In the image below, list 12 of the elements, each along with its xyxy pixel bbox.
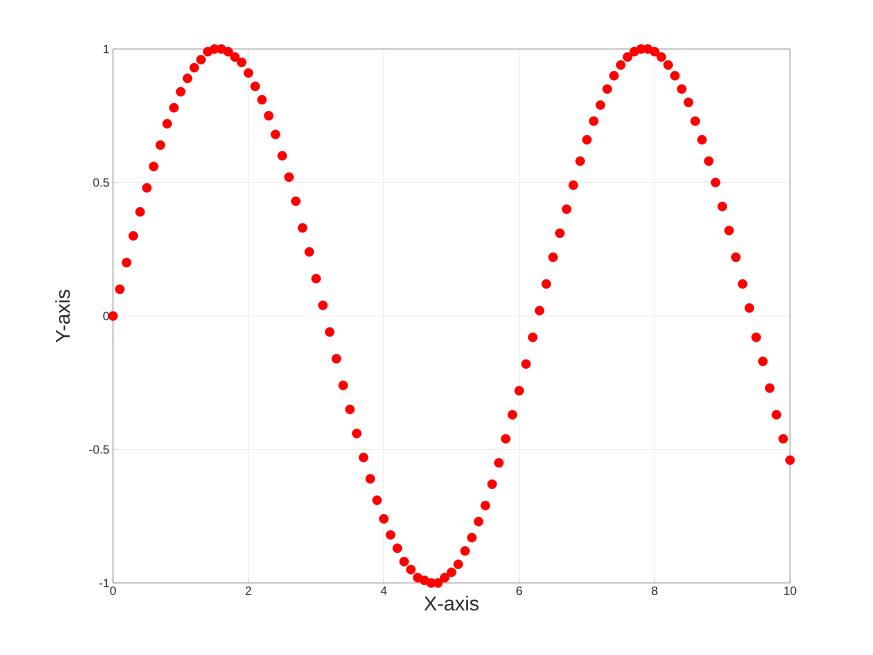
y-tick-label: 0.5 bbox=[93, 178, 109, 187]
x-tick-label: 8 bbox=[652, 586, 658, 596]
x-tick-label: 6 bbox=[516, 586, 522, 596]
y-tick-label: -0.5 bbox=[89, 445, 109, 454]
x-tick-label: 4 bbox=[380, 586, 387, 595]
x-tick-label: 2 bbox=[246, 586, 252, 595]
x-tick-label: 0 bbox=[110, 586, 116, 596]
x-tick-label: 10 bbox=[784, 586, 796, 596]
x-axis-title: X-axis bbox=[424, 596, 479, 611]
y-tick-label: -1 bbox=[99, 578, 109, 588]
y-axis-title: Y-axis bbox=[55, 290, 70, 342]
y-tick-label: 1 bbox=[104, 44, 109, 54]
